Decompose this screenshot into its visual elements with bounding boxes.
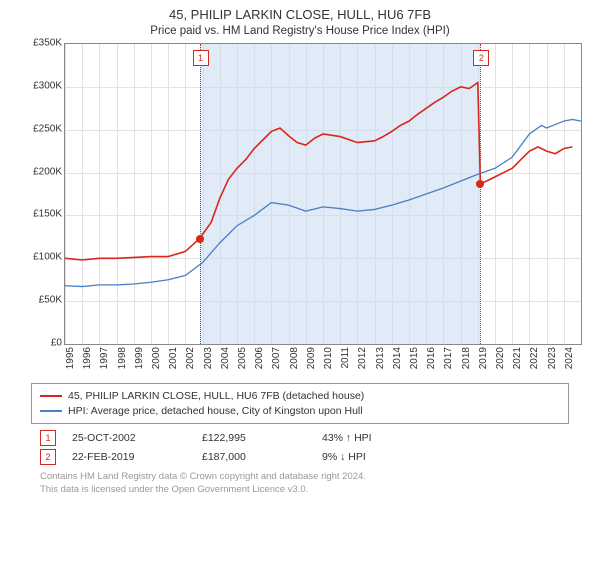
y-tick: £250K (33, 122, 62, 136)
x-tick: 2006 (253, 347, 267, 369)
x-tick: 2012 (356, 347, 370, 369)
x-tick: 2007 (270, 347, 284, 369)
sale-row: 2 22-FEB-2019£187,0009% ↓ HPI (40, 449, 560, 465)
x-tick: 2013 (374, 347, 388, 369)
x-tick: 2016 (425, 347, 439, 369)
x-tick: 2010 (322, 347, 336, 369)
x-tick: 2020 (494, 347, 508, 369)
x-tick: 2019 (477, 347, 491, 369)
x-tick: 2017 (442, 347, 456, 369)
x-tick: 2024 (563, 347, 577, 369)
y-tick: £50K (39, 293, 62, 307)
legend-label: 45, PHILIP LARKIN CLOSE, HULL, HU6 7FB (… (68, 389, 364, 403)
y-tick: £200K (33, 165, 62, 179)
sale-dot (476, 180, 484, 188)
x-tick: 2014 (391, 347, 405, 369)
x-tick: 1995 (64, 347, 78, 369)
legend-item: 45, PHILIP LARKIN CLOSE, HULL, HU6 7FB (… (40, 389, 560, 403)
sale-marker-icon: 1 (40, 430, 56, 446)
y-tick: £150K (33, 208, 62, 222)
x-tick: 2023 (546, 347, 560, 369)
y-tick: £350K (33, 36, 62, 50)
sale-price: £122,995 (202, 431, 322, 445)
legend-item: HPI: Average price, detached house, City… (40, 404, 560, 418)
sale-delta: 43% ↑ HPI (322, 431, 372, 445)
footer-line-2: This data is licensed under the Open Gov… (40, 484, 560, 496)
x-tick: 2015 (408, 347, 422, 369)
sale-marker-icon: 2 (40, 449, 56, 465)
y-tick: £300K (33, 79, 62, 93)
x-tick: 2000 (150, 347, 164, 369)
x-tick: 2009 (305, 347, 319, 369)
sale-dot (196, 235, 204, 243)
x-axis: 199519961997 19981999200020012002 20032004… (64, 343, 580, 379)
y-tick: £100K (33, 251, 62, 265)
x-tick: 1998 (116, 347, 130, 369)
x-tick: 1999 (133, 347, 147, 369)
sale-marker: 1 (193, 50, 209, 66)
sale-marker: 2 (473, 50, 489, 66)
series-hpi (65, 119, 581, 286)
x-tick: 1997 (98, 347, 112, 369)
y-tick: £0 (51, 336, 62, 350)
legend: 45, PHILIP LARKIN CLOSE, HULL, HU6 7FB (… (31, 383, 569, 424)
x-tick: 2008 (288, 347, 302, 369)
x-tick: 2021 (511, 347, 525, 369)
sale-date: 25-OCT-2002 (72, 431, 202, 445)
sale-delta: 9% ↓ HPI (322, 450, 366, 464)
series-property (65, 83, 572, 260)
x-tick: 1996 (81, 347, 95, 369)
x-tick: 2003 (202, 347, 216, 369)
x-tick: 2018 (460, 347, 474, 369)
chart: £0£50K£100K£150K£200K£250K£300K£350K 12 … (20, 43, 580, 379)
page-subtitle: Price paid vs. HM Land Registry's House … (0, 24, 600, 40)
sale-row: 1 25-OCT-2002£122,99543% ↑ HPI (40, 430, 560, 446)
x-tick: 2004 (219, 347, 233, 369)
sale-date: 22-FEB-2019 (72, 450, 202, 464)
x-tick: 2011 (339, 347, 353, 369)
x-tick: 2001 (167, 347, 181, 369)
x-tick: 2002 (184, 347, 198, 369)
chart-lines (65, 44, 581, 344)
footer-line-1: Contains HM Land Registry data © Crown c… (40, 471, 560, 483)
footer: Contains HM Land Registry data © Crown c… (40, 471, 560, 496)
y-axis: £0£50K£100K£150K£200K£250K£300K£350K (20, 43, 64, 343)
sales-table: 1 25-OCT-2002£122,99543% ↑ HPI 2 22-FEB-201… (40, 430, 560, 465)
plot-area: 12 (64, 43, 582, 345)
sale-price: £187,000 (202, 450, 322, 464)
x-tick: 2005 (236, 347, 250, 369)
legend-label: HPI: Average price, detached house, City… (68, 404, 363, 418)
page-title: 45, PHILIP LARKIN CLOSE, HULL, HU6 7FB (0, 6, 600, 24)
x-tick: 2022 (528, 347, 542, 369)
